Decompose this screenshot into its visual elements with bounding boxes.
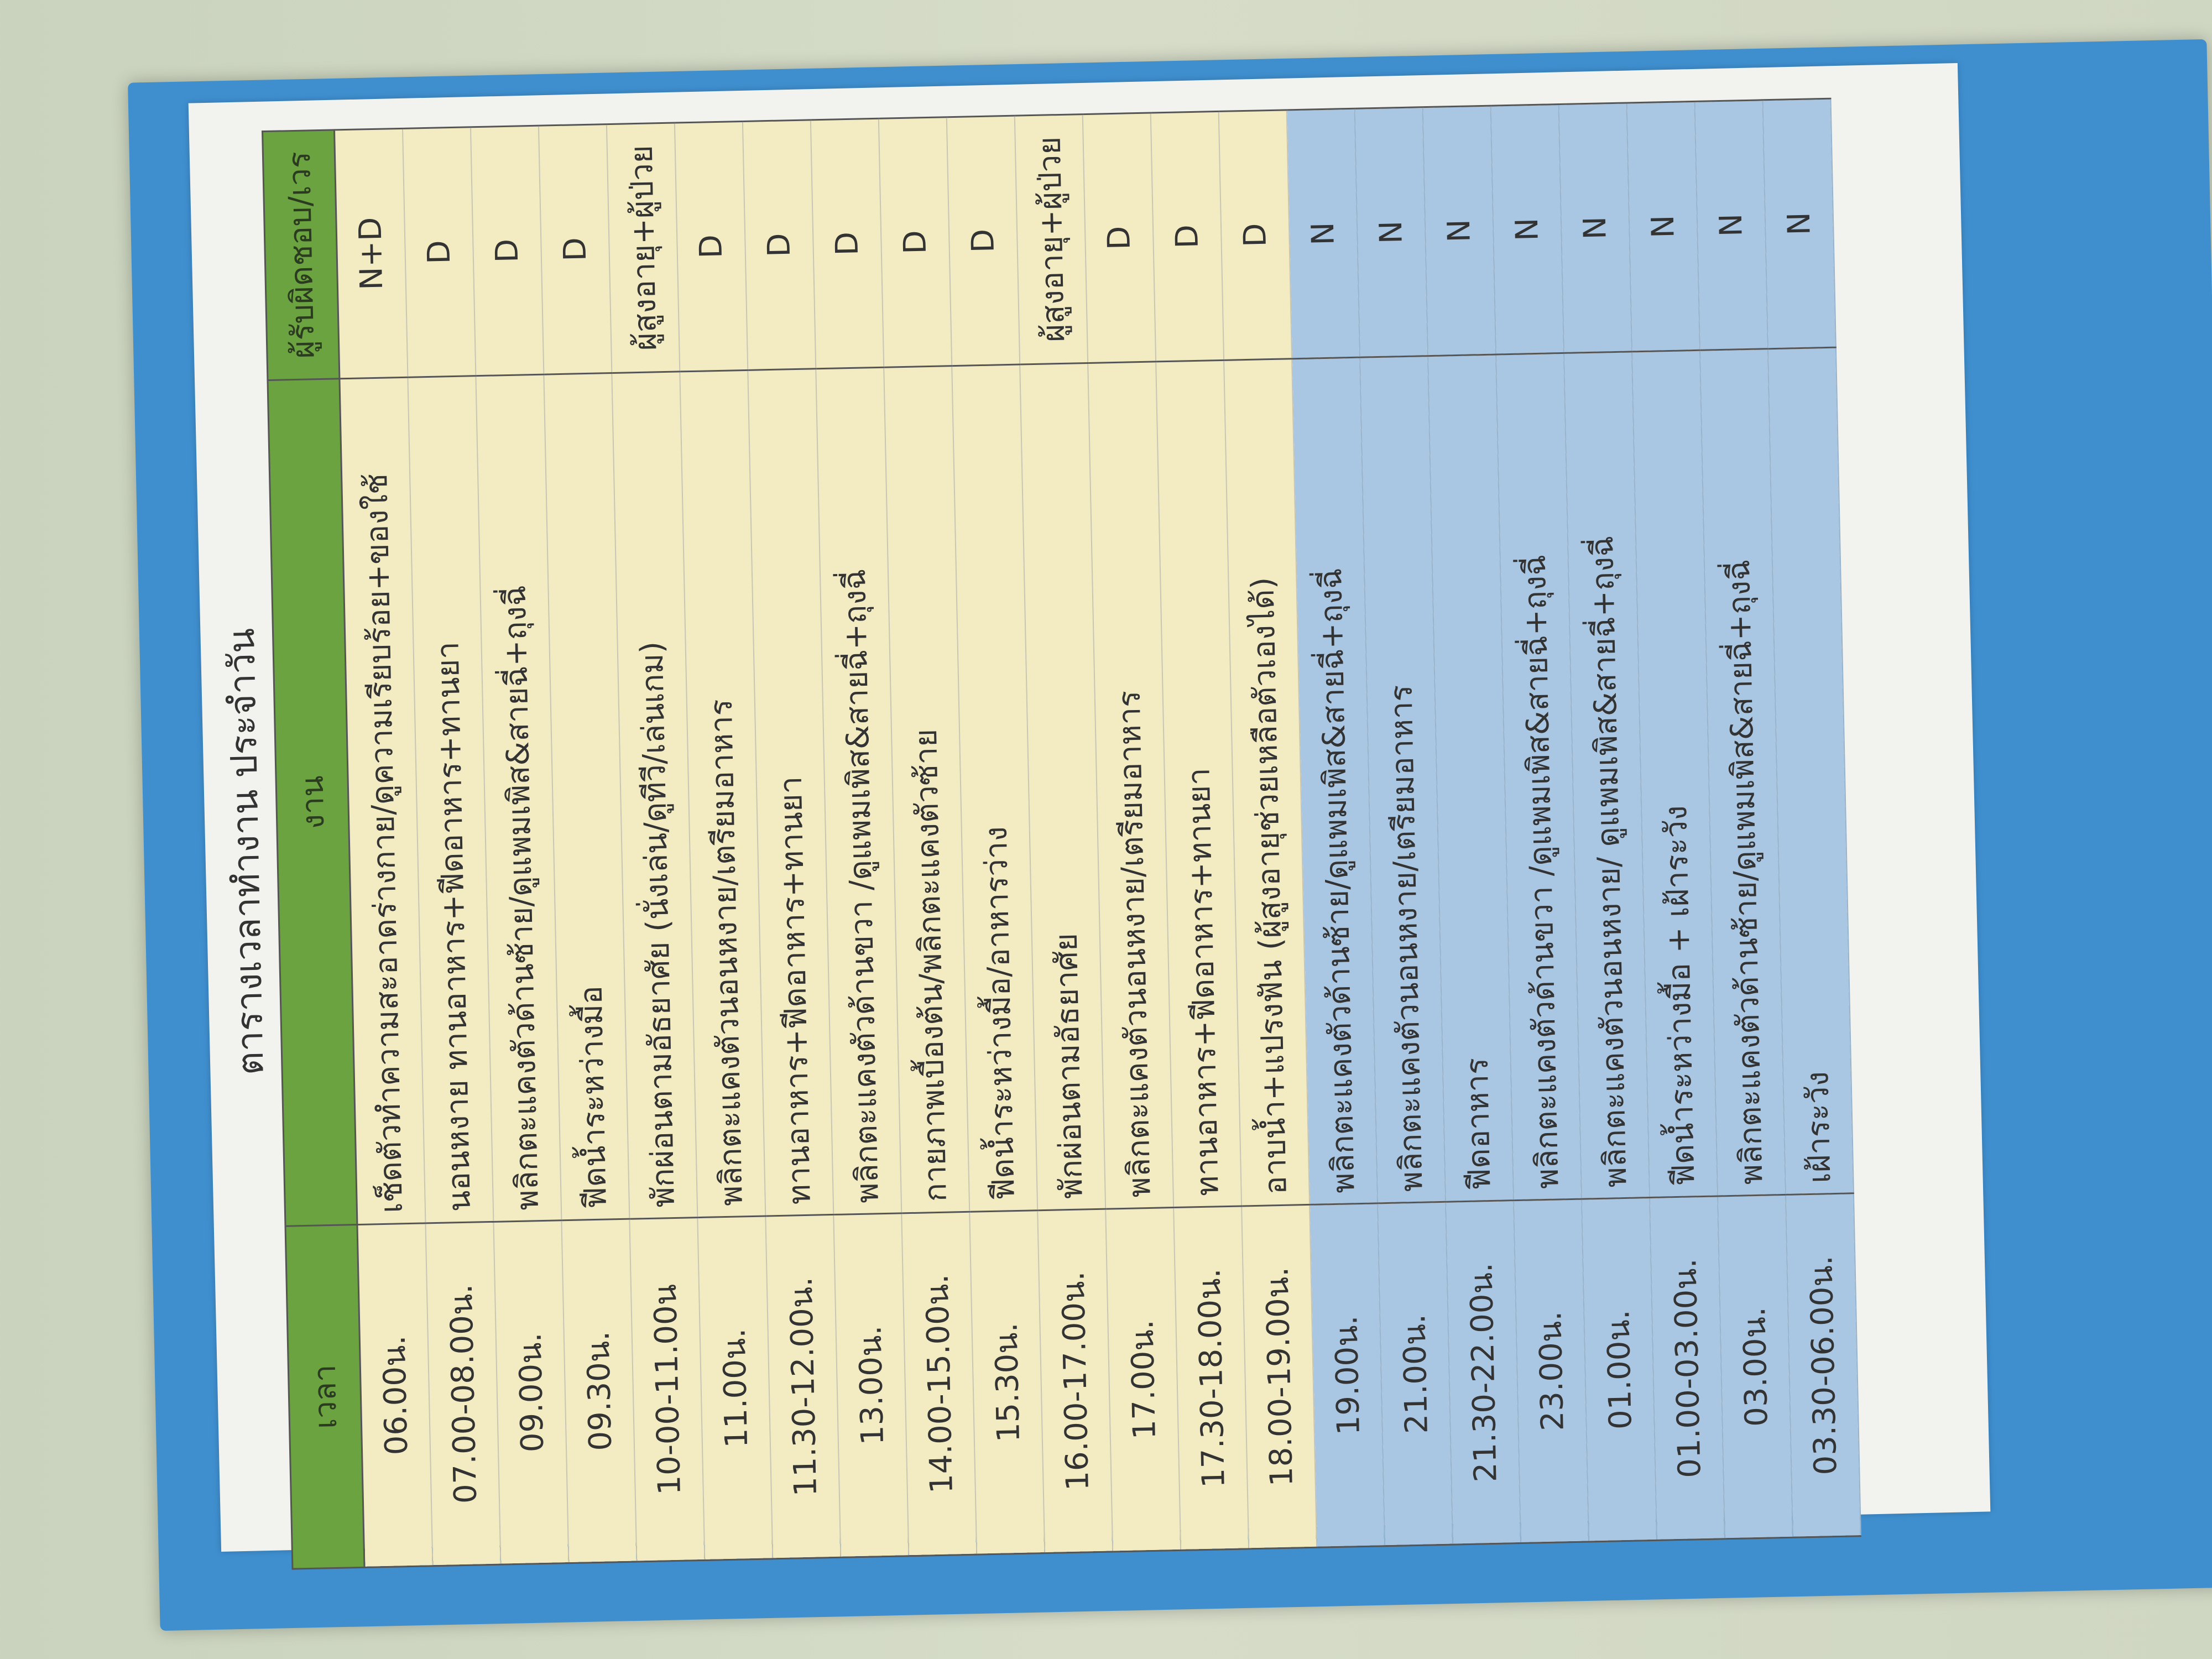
cell-responsible: D xyxy=(1218,109,1292,361)
cell-responsible: N xyxy=(1558,102,1632,353)
schedule-document: ตารางเวลาทำงาน ประจำวัน เวลา งาน ผู้รับผ… xyxy=(201,98,1879,1571)
header-responsible: ผู้รับผิดชอบ/เวร xyxy=(262,129,340,380)
cell-time: 06.00น. xyxy=(357,1223,433,1568)
cell-time: 01.00น. xyxy=(1581,1197,1657,1542)
cell-responsible: D xyxy=(1150,111,1224,362)
cell-responsible: D xyxy=(1082,113,1156,363)
cell-responsible: D xyxy=(742,119,816,371)
cell-time: 07.00-08.00น. xyxy=(425,1222,501,1566)
cell-time: 14.00-15.00น. xyxy=(901,1212,977,1556)
cell-time: 17.00น. xyxy=(1105,1207,1181,1552)
cell-responsible: N xyxy=(1490,104,1564,355)
cell-responsible: ผู้สูงอายุ+ผู้ป่วย xyxy=(606,123,680,373)
cell-time: 09.30น. xyxy=(561,1219,637,1563)
cell-time: 03.30-06.00น. xyxy=(1785,1193,1861,1538)
cell-responsible: N+D xyxy=(334,128,408,379)
cell-responsible: N xyxy=(1422,106,1496,356)
cell-responsible: D xyxy=(402,127,476,378)
cell-time: 13.00น. xyxy=(833,1213,909,1558)
cell-time: 23.00น. xyxy=(1514,1199,1589,1543)
cell-time: 11.00น. xyxy=(697,1216,773,1561)
cell-responsible: N xyxy=(1626,101,1700,352)
cell-time: 16.00-17.00น. xyxy=(1037,1209,1113,1553)
cell-time: 01.00-03.00น. xyxy=(1649,1196,1725,1541)
cell-time: 11.30-12.00น. xyxy=(765,1214,841,1559)
cell-responsible: D xyxy=(674,121,748,372)
cell-time: 21.30-22.00น. xyxy=(1446,1200,1521,1545)
cell-time: 19.00น. xyxy=(1310,1203,1385,1548)
cell-time: 17.30-18.00น. xyxy=(1173,1206,1249,1551)
cell-responsible: D xyxy=(878,117,952,368)
cell-responsible: D xyxy=(810,118,884,369)
header-time: เวลา xyxy=(285,1224,364,1569)
cell-time: 21.00น. xyxy=(1378,1202,1453,1546)
cell-responsible: D xyxy=(538,124,612,375)
cell-time: 09.00น. xyxy=(493,1220,569,1565)
cell-responsible: N xyxy=(1286,108,1360,359)
cell-responsible: N xyxy=(1694,100,1768,351)
cell-responsible: D xyxy=(946,116,1020,366)
cell-responsible: ผู้สูงอายุ+ผู้ป่วย xyxy=(1014,114,1088,365)
cell-responsible: N xyxy=(1354,107,1428,358)
cell-time: 15.30น. xyxy=(969,1210,1045,1555)
cell-responsible: D xyxy=(470,126,544,376)
cell-time: 03.00น. xyxy=(1717,1194,1793,1539)
cell-time: 18.00-19.00น. xyxy=(1241,1204,1317,1549)
cell-responsible: N xyxy=(1762,98,1836,349)
cell-time: 10-00-11.00น xyxy=(629,1217,705,1562)
schedule-table: เวลา งาน ผู้รับผิดชอบ/เวร 06.00น. เช็ดตัว… xyxy=(262,98,1861,1570)
